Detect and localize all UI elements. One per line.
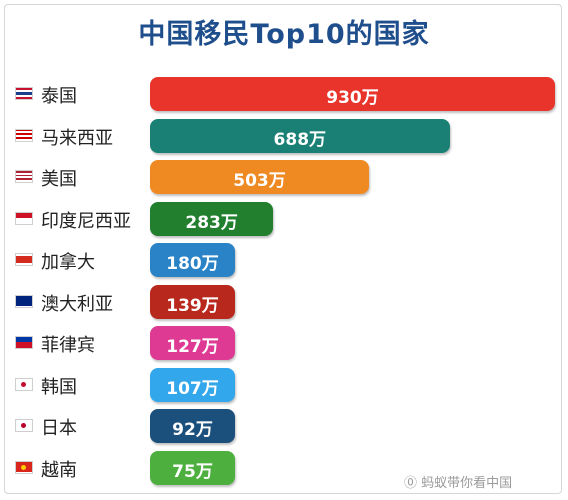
canada-flag-icon	[15, 253, 33, 266]
tick-label: 韩国	[41, 376, 77, 398]
data-label: 107万	[166, 378, 219, 399]
bar	[150, 160, 370, 194]
australia-flag-icon	[15, 294, 33, 308]
usa-flag-icon	[15, 170, 33, 183]
bar-row: 印度尼西亚 283万	[0, 201, 568, 236]
tick-label: 美国	[41, 169, 77, 190]
bar	[150, 243, 235, 277]
bar	[150, 450, 235, 485]
bar-row: 韩国 107万	[0, 367, 568, 402]
bar	[150, 326, 235, 360]
japan-flag-icon	[15, 419, 33, 432]
vietnam-flag-icon	[15, 460, 33, 474]
indonesia-flag-icon	[15, 211, 33, 225]
tick-label: 澳大利亚	[41, 293, 113, 315]
bar-row: 泰国 930万	[0, 77, 568, 111]
chart-frame	[4, 4, 562, 494]
bar-row: 澳大利亚 139万	[0, 284, 568, 319]
thailand-flag-icon	[15, 87, 33, 100]
malaysia-flag-icon	[15, 128, 33, 142]
data-label: 180万	[166, 254, 219, 274]
bar-row: 日本 92万	[0, 409, 568, 443]
data-label: 503万	[233, 171, 286, 191]
data-label: 139万	[166, 295, 219, 316]
chart-title: 中国移民Top10的国家	[138, 19, 430, 50]
bar-row: 马来西亚 688万	[0, 118, 568, 153]
bar	[150, 367, 235, 402]
data-label: 283万	[185, 212, 238, 233]
data-label: 92万	[172, 420, 213, 440]
bar-row: 加拿大 180万	[0, 243, 568, 277]
data-label: 930万	[326, 88, 379, 108]
tick-label: 泰国	[41, 86, 77, 107]
korea-flag-icon	[15, 377, 33, 391]
tick-label: 菲律宾	[41, 335, 95, 356]
tick-label: 印度尼西亚	[41, 210, 131, 232]
watermark: ⓪ 蚂蚁带你看中国	[404, 476, 513, 491]
bar-row: 菲律宾 127万	[0, 326, 568, 360]
data-label: 75万	[172, 461, 213, 482]
bar	[150, 201, 274, 236]
bar	[150, 409, 235, 443]
data-label: 688万	[273, 129, 327, 150]
tick-label: 加拿大	[41, 252, 95, 273]
tick-label: 马来西亚	[41, 127, 113, 149]
bar	[150, 77, 555, 111]
data-label: 127万	[166, 337, 219, 357]
bar	[150, 118, 450, 153]
bar-row: 越南 75万	[0, 450, 568, 485]
bar	[150, 284, 235, 319]
philippines-flag-icon	[15, 336, 33, 349]
tick-label: 越南	[41, 459, 77, 481]
tick-label: 日本	[41, 418, 77, 439]
bar-row: 美国 503万	[0, 160, 568, 194]
